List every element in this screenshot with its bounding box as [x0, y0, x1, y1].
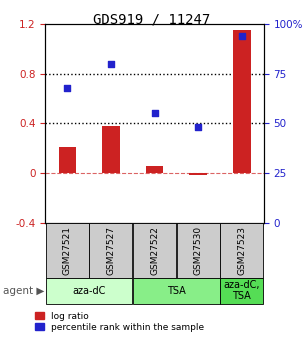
Text: TSA: TSA	[167, 286, 186, 296]
Point	[239, 33, 244, 39]
Bar	[220, 278, 263, 304]
Text: GSM27530: GSM27530	[194, 226, 203, 275]
Point	[108, 61, 113, 67]
Text: aza-dC,
TSA: aza-dC, TSA	[224, 280, 260, 302]
Legend: log ratio, percentile rank within the sample: log ratio, percentile rank within the sa…	[35, 312, 204, 332]
Bar	[133, 278, 220, 304]
Point	[65, 85, 70, 90]
Bar	[189, 173, 207, 175]
Bar	[220, 223, 263, 278]
Text: GSM27523: GSM27523	[237, 226, 246, 275]
Text: GSM27527: GSM27527	[106, 226, 115, 275]
Bar	[233, 30, 251, 173]
Point	[196, 125, 201, 130]
Point	[152, 111, 157, 116]
Bar	[89, 223, 132, 278]
Bar	[46, 223, 89, 278]
Bar	[58, 147, 76, 173]
Text: agent ▶: agent ▶	[3, 286, 45, 296]
Text: aza-dC: aza-dC	[72, 286, 106, 296]
Bar	[102, 126, 120, 173]
Bar	[133, 223, 176, 278]
Bar	[146, 166, 163, 173]
Text: GSM27522: GSM27522	[150, 226, 159, 275]
Bar	[177, 223, 220, 278]
Text: GSM27521: GSM27521	[63, 226, 72, 275]
Text: GDS919 / 11247: GDS919 / 11247	[93, 12, 210, 26]
Bar	[46, 278, 132, 304]
